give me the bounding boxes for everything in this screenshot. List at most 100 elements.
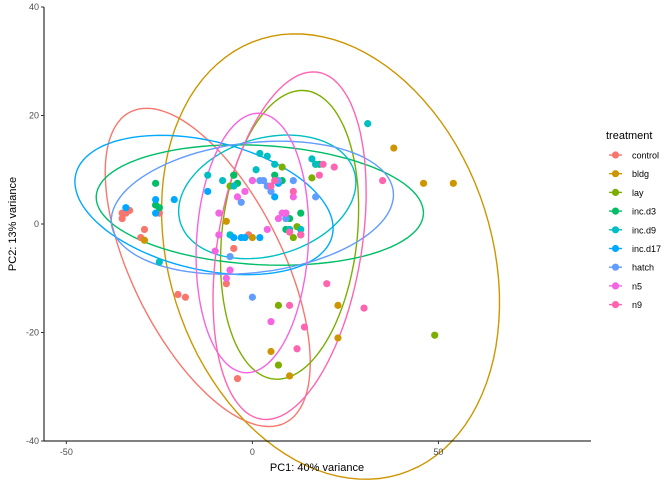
point-n9 xyxy=(315,171,323,179)
ellipse-n5 xyxy=(195,112,310,374)
point-n9 xyxy=(323,280,331,288)
point-inc.d9 xyxy=(364,120,372,128)
point-inc.d17 xyxy=(204,187,212,196)
point-n9 xyxy=(330,163,338,171)
legend: treatment control bldg lay inc.d3 inc.d9 inc.… xyxy=(606,130,661,310)
point-n5 xyxy=(263,225,271,234)
point-bldg xyxy=(334,334,342,342)
point-inc.d9 xyxy=(219,177,227,185)
legend-label-inc.d9: inc.d9 xyxy=(632,225,656,235)
point-inc.d9 xyxy=(204,171,212,179)
point-bldg xyxy=(419,179,428,187)
y-tick-label: -40 xyxy=(26,436,39,446)
legend-key-dot-hatch xyxy=(611,263,620,271)
point-inc.d9 xyxy=(271,160,279,168)
point-control xyxy=(233,375,242,383)
point-n5 xyxy=(211,247,219,255)
point-bldg xyxy=(140,236,149,244)
point-hatch xyxy=(248,293,256,301)
point-n9 xyxy=(319,160,327,168)
ellipse-inc.d3 xyxy=(95,144,425,266)
point-n5 xyxy=(248,177,256,185)
point-bldg xyxy=(248,233,256,242)
point-hatch xyxy=(282,214,290,223)
ellipse-inc.d9 xyxy=(177,134,357,260)
point-inc.d17 xyxy=(241,233,249,242)
legend-label-lay: lay xyxy=(632,188,644,198)
point-control xyxy=(230,244,238,253)
legend-label-n5: n5 xyxy=(632,281,642,291)
point-inc.d3 xyxy=(271,171,279,179)
point-n9 xyxy=(267,182,275,190)
point-n5 xyxy=(241,187,249,196)
point-lay xyxy=(289,233,297,242)
ellipse-n9 xyxy=(212,71,367,421)
y-axis-ticks: -40 -20 0 20 40 xyxy=(26,2,44,446)
point-n9 xyxy=(379,177,387,185)
point-n9 xyxy=(297,231,305,239)
point-hatch xyxy=(259,177,268,185)
x-axis-ticks: -50 0 50 xyxy=(60,441,443,457)
point-n9 xyxy=(289,187,297,196)
x-tick-label: -50 xyxy=(60,447,73,457)
point-n5 xyxy=(226,266,234,274)
point-n9 xyxy=(285,301,294,309)
point-lay xyxy=(431,331,439,339)
point-inc.d9 xyxy=(230,182,238,190)
point-inc.d3 xyxy=(230,171,238,179)
ellipse-inc.d17 xyxy=(74,134,334,276)
point-bldg xyxy=(449,179,457,187)
point-control xyxy=(181,293,190,301)
point-inc.d17 xyxy=(256,233,264,242)
legend-label-hatch: hatch xyxy=(632,263,654,273)
point-inc.d9 xyxy=(256,149,264,158)
point-control xyxy=(118,214,126,223)
point-inc.d9 xyxy=(252,166,260,174)
point-inc.d17 xyxy=(152,195,160,204)
legend-title: treatment xyxy=(606,130,652,142)
point-bldg xyxy=(334,301,342,309)
point-inc.d17 xyxy=(170,195,178,204)
point-inc.d17 xyxy=(230,233,238,242)
point-lay xyxy=(308,174,316,182)
point-bldg xyxy=(267,347,275,356)
point-hatch xyxy=(226,252,234,261)
point-hatch xyxy=(312,193,320,201)
point-n9 xyxy=(293,345,301,353)
point-inc.d9 xyxy=(312,160,320,168)
legend-key-dot-inc.d3 xyxy=(611,207,620,215)
point-n5 xyxy=(233,193,242,201)
point-inc.d9 xyxy=(297,225,305,234)
legend-key-dot-control xyxy=(611,151,620,159)
point-n5 xyxy=(282,209,290,217)
point-inc.d3 xyxy=(155,204,163,212)
legend-key-dot-n5 xyxy=(611,282,620,290)
point-hatch xyxy=(289,177,297,185)
y-tick-label: 40 xyxy=(29,2,39,12)
point-n5 xyxy=(215,231,223,239)
y-axis-title: PC2: 13% variance xyxy=(7,177,19,271)
point-inc.d17 xyxy=(271,193,279,201)
point-inc.d9 xyxy=(263,152,271,160)
point-inc.d3 xyxy=(297,209,305,217)
point-control xyxy=(222,280,230,288)
point-n5 xyxy=(267,318,275,326)
point-inc.d9 xyxy=(155,258,163,266)
ellipse-lay xyxy=(219,89,360,380)
point-n5 xyxy=(289,193,297,201)
legend-label-control: control xyxy=(632,151,659,161)
ellipse-bldg xyxy=(160,33,501,480)
data-points xyxy=(118,120,457,383)
point-control xyxy=(140,225,149,234)
point-n5 xyxy=(215,209,223,217)
point-lay xyxy=(278,163,286,171)
legend-key-dot-bldg xyxy=(611,170,620,178)
point-lay xyxy=(274,361,283,369)
legend-label-n9: n9 xyxy=(632,300,642,310)
point-n9 xyxy=(300,323,309,331)
confidence-ellipses xyxy=(74,33,501,480)
point-hatch xyxy=(267,187,275,196)
point-hatch xyxy=(237,198,245,206)
point-n5 xyxy=(274,214,283,223)
